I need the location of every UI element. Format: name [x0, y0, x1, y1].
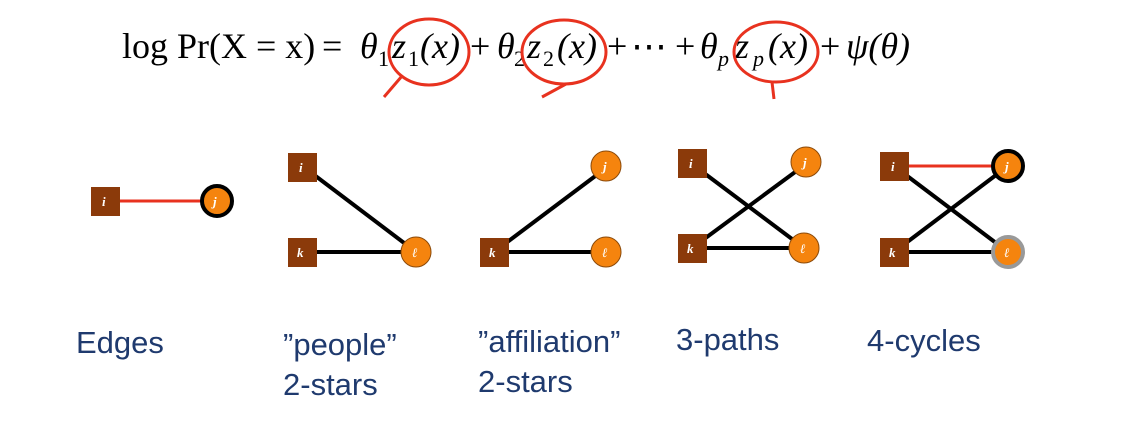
z-p-subscript: p	[751, 46, 764, 71]
caption-affiliation-line-2: 2-stars	[478, 364, 573, 399]
highlight-pointer-1	[382, 75, 404, 98]
panel-3-paths: i j k ℓ	[678, 146, 822, 264]
z-p: z	[734, 26, 749, 66]
caption-people-line-1: ”people”	[283, 327, 397, 362]
node-l	[590, 236, 622, 268]
model-formula: log Pr(X = x) = θ 1 z 1 (x) + θ 2 z 2 (x…	[122, 17, 910, 100]
node-j-label: j	[601, 159, 607, 174]
z-1-argument: (x)	[420, 26, 460, 66]
caption-affiliation-line-1: ”affiliation”	[478, 324, 621, 359]
plus-4: +	[820, 26, 840, 66]
z-1-subscript: 1	[408, 46, 419, 71]
z-2-subscript: 2	[543, 46, 554, 71]
highlight-marks	[382, 17, 820, 100]
edge-k-j	[690, 162, 808, 250]
formula-lhs: log Pr(X = x)	[122, 26, 315, 66]
theta-p: θ	[700, 26, 718, 66]
psi-theta: ψ(θ)	[846, 26, 910, 66]
node-i	[288, 153, 317, 182]
node-j	[590, 150, 622, 182]
z-2: z	[526, 26, 541, 66]
formula-text: log Pr(X = x) = θ 1 z 1 (x) + θ 2 z 2 (x…	[122, 26, 910, 74]
node-i-label: i	[299, 160, 303, 175]
node-i-label: i	[689, 156, 693, 171]
edge-k-j	[492, 166, 608, 254]
node-k-label: k	[297, 245, 304, 260]
formula-equals: =	[322, 26, 342, 66]
node-k	[880, 238, 909, 267]
node-j-label: j	[1003, 159, 1009, 174]
theta-p-subscript: p	[716, 46, 729, 71]
theta-2-subscript: 2	[514, 46, 525, 71]
caption-affiliation-2-stars: ”affiliation” 2-stars	[478, 322, 620, 402]
node-l-label: ℓ	[412, 245, 418, 260]
node-k	[480, 238, 509, 267]
caption-4-cycles-line-1: 4-cycles	[867, 323, 981, 358]
z-2-argument: (x)	[557, 26, 597, 66]
panel-4-cycles: i j k ℓ	[880, 149, 1025, 269]
highlight-pointer-2	[541, 82, 567, 99]
node-i-label: i	[102, 194, 106, 209]
network-statistics-diagrams: i j i k ℓ j k ℓ i j k ℓ	[91, 146, 1025, 269]
panel-affiliation-2-stars: j k ℓ	[480, 150, 622, 268]
node-l-label: ℓ	[800, 241, 806, 256]
caption-edges: Edges	[76, 323, 164, 363]
node-l	[400, 236, 432, 268]
node-k-label: k	[687, 241, 694, 256]
edge-i-l	[303, 166, 418, 254]
node-l	[788, 232, 820, 264]
node-k-label: k	[489, 245, 496, 260]
node-l-label: ℓ	[1004, 245, 1010, 260]
caption-3-paths-line-1: 3-paths	[676, 322, 780, 357]
caption-4-cycles: 4-cycles	[867, 321, 981, 361]
node-l	[991, 235, 1025, 269]
node-k	[678, 234, 707, 263]
theta-1: θ	[360, 26, 378, 66]
node-i-label: i	[891, 159, 895, 174]
node-i	[880, 152, 909, 181]
highlight-ellipse-p	[732, 20, 820, 84]
ellipsis: ⋯	[631, 26, 667, 66]
node-k	[288, 238, 317, 267]
caption-edges-line-1: Edges	[76, 325, 164, 360]
node-j-label: j	[801, 155, 807, 170]
caption-3-paths: 3-paths	[676, 320, 779, 360]
z-p-argument: (x)	[768, 26, 808, 66]
node-l-label: ℓ	[602, 245, 608, 260]
plus-2: +	[607, 26, 627, 66]
highlight-pointer-p	[770, 81, 776, 100]
node-i	[678, 149, 707, 178]
panel-edges: i j	[91, 184, 234, 218]
node-j-label: j	[211, 194, 217, 209]
node-j	[790, 146, 822, 178]
node-j	[991, 149, 1025, 183]
highlight-ellipse-1	[387, 17, 471, 87]
theta-2: θ	[497, 26, 515, 66]
caption-people-2-stars: ”people” 2-stars	[283, 325, 397, 405]
node-k-label: k	[889, 245, 896, 260]
panel-people-2-stars: i k ℓ	[288, 153, 432, 268]
theta-1-subscript: 1	[378, 46, 389, 71]
caption-people-line-2: 2-stars	[283, 367, 378, 402]
node-j	[200, 184, 234, 218]
node-i	[91, 187, 120, 216]
plus-1: +	[470, 26, 490, 66]
edge-k-j	[892, 164, 1010, 254]
plus-3: +	[675, 26, 695, 66]
